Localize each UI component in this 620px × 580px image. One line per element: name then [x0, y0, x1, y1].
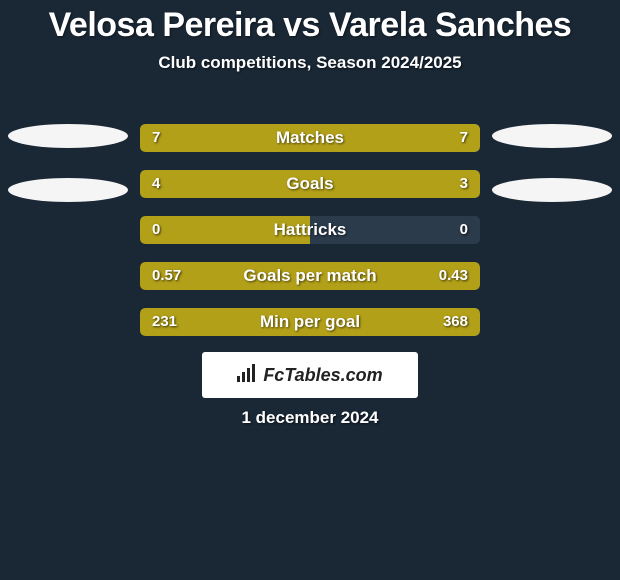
bar-row: 77Matches: [140, 124, 480, 152]
left-oval-1: [8, 124, 128, 148]
bar-value-right: 368: [443, 308, 468, 336]
bar-value-left: 7: [152, 124, 160, 152]
left-oval-2: [8, 178, 128, 202]
logo-text: FcTables.com: [263, 365, 382, 386]
bar-row: 231368Min per goal: [140, 308, 480, 336]
bar-fill-left: [140, 170, 334, 198]
bar-fill-right: [334, 170, 480, 198]
logo-box: FcTables.com: [202, 352, 418, 398]
right-oval-group: [484, 124, 620, 202]
bar-fill-right: [310, 124, 480, 152]
bar-value-left: 4: [152, 170, 160, 198]
bar-row: 43Goals: [140, 170, 480, 198]
bar-row: 00Hattricks: [140, 216, 480, 244]
right-oval-2: [492, 178, 612, 202]
page-title: Velosa Pereira vs Varela Sanches: [0, 0, 620, 45]
subtitle: Club competitions, Season 2024/2025: [0, 53, 620, 73]
bar-value-left: 0: [152, 216, 160, 244]
bar-value-right: 7: [460, 124, 468, 152]
bar-fill-left: [140, 216, 310, 244]
bar-row: 0.570.43Goals per match: [140, 262, 480, 290]
bar-value-right: 0: [460, 216, 468, 244]
bar-value-left: 0.57: [152, 262, 181, 290]
bar-value-left: 231: [152, 308, 177, 336]
left-oval-group: [0, 124, 136, 202]
chart-icon: [237, 364, 257, 387]
bar-fill-left: [140, 124, 310, 152]
bar-value-right: 0.43: [439, 262, 468, 290]
bar-value-right: 3: [460, 170, 468, 198]
right-oval-1: [492, 124, 612, 148]
date-line: 1 december 2024: [0, 408, 620, 428]
comparison-bars: 77Matches43Goals00Hattricks0.570.43Goals…: [140, 124, 480, 354]
